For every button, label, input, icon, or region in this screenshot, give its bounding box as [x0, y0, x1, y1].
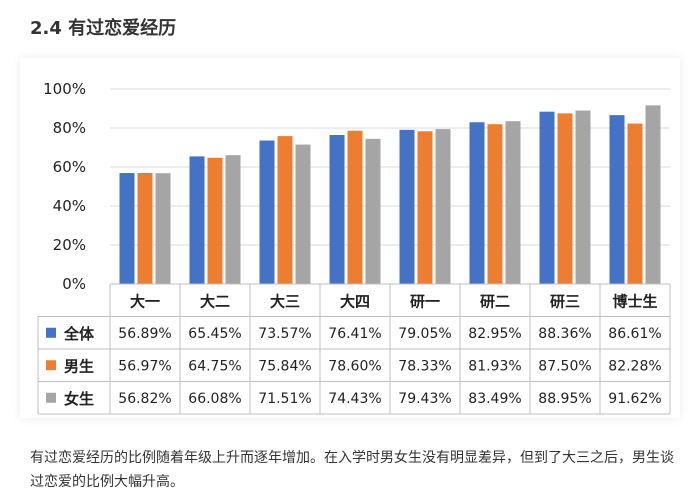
- category-label: 大一: [130, 292, 160, 310]
- bar: [277, 136, 293, 284]
- bar: [189, 156, 205, 284]
- legend-label: 女生: [64, 390, 94, 408]
- bar: [119, 173, 135, 284]
- category-label: 大四: [340, 292, 370, 310]
- category-label: 大二: [200, 292, 230, 310]
- y-axis-ticks: 0% 20% 40% 60% 80% 100%: [43, 80, 86, 293]
- bar: [487, 124, 503, 284]
- legend-swatch: [46, 360, 56, 371]
- table-cell-value: 83.49%: [468, 391, 521, 407]
- bar: [557, 113, 573, 284]
- table-cell-value: 78.33%: [398, 358, 451, 374]
- y-tick-label: 100%: [43, 80, 86, 98]
- bar: [155, 173, 171, 284]
- table-cell-value: 73.57%: [258, 326, 311, 342]
- bar: [575, 110, 591, 284]
- bar: [645, 105, 661, 284]
- bar: [399, 129, 415, 284]
- bar: [469, 122, 485, 284]
- table-cell-value: 65.45%: [188, 326, 241, 342]
- legend-label: 全体: [63, 325, 95, 343]
- section-title: 2.4 有过恋爱经历: [30, 18, 177, 39]
- table-cell-value: 82.28%: [608, 358, 661, 374]
- table-cell-value: 71.51%: [258, 391, 311, 407]
- bar: [365, 138, 381, 284]
- bar: [505, 121, 521, 284]
- legend-label: 男生: [64, 357, 94, 375]
- legend-swatch: [46, 392, 56, 403]
- category-label: 博士生: [612, 292, 657, 310]
- table-cell-value: 86.61%: [608, 326, 661, 342]
- bar: [435, 129, 451, 284]
- table-cell-value: 74.43%: [328, 391, 381, 407]
- table-cell-value: 87.50%: [538, 358, 591, 374]
- bar: [347, 130, 363, 284]
- table-cell-value: 56.97%: [118, 358, 171, 374]
- table-cell-value: 76.41%: [328, 326, 381, 342]
- category-label: 研二: [480, 292, 510, 310]
- table-cell-value: 81.93%: [468, 358, 521, 374]
- table-cell-value: 79.05%: [398, 326, 451, 342]
- bar: [609, 115, 625, 284]
- bar: [137, 172, 153, 284]
- bar: [627, 123, 643, 284]
- table-cell-value: 66.08%: [188, 391, 241, 407]
- table-cell-value: 78.60%: [328, 358, 381, 374]
- table-cell-value: 91.62%: [608, 391, 661, 407]
- bar: [207, 157, 223, 284]
- category-label: 大三: [270, 292, 300, 310]
- bars: [119, 105, 661, 284]
- table-cell-value: 79.43%: [398, 391, 451, 407]
- y-tick-label: 80%: [53, 119, 86, 137]
- table-cell-value: 56.89%: [118, 326, 171, 342]
- bar: [329, 135, 345, 284]
- bar: [259, 140, 275, 284]
- caption-text: 有过恋爱经历的比例随着年级上升而逐年增加。在入学时男女生没有明显差异，但到了大三…: [30, 450, 674, 490]
- table-cell-value: 82.95%: [468, 326, 521, 342]
- table-cell-value: 88.95%: [538, 391, 591, 407]
- y-tick-label: 0%: [62, 275, 86, 293]
- table-cell-value: 75.84%: [258, 358, 311, 374]
- table-cell-value: 56.82%: [118, 391, 171, 407]
- table-cell-value: 64.75%: [188, 358, 241, 374]
- legend-swatch: [46, 327, 56, 338]
- bar: [417, 131, 433, 284]
- y-tick-label: 20%: [53, 236, 86, 254]
- table-cell-value: 88.36%: [538, 326, 591, 342]
- bar: [225, 155, 241, 284]
- bar: [539, 111, 555, 284]
- bar: [295, 144, 311, 284]
- chart-panel: 0% 20% 40% 60% 80% 100% 大一 大二 大三 大四 研一 研二 研三 博士生全体 56…: [20, 58, 680, 418]
- category-label: 研三: [550, 292, 580, 310]
- y-tick-label: 60%: [53, 158, 86, 176]
- category-label: 研一: [410, 292, 440, 310]
- y-tick-label: 40%: [53, 197, 86, 215]
